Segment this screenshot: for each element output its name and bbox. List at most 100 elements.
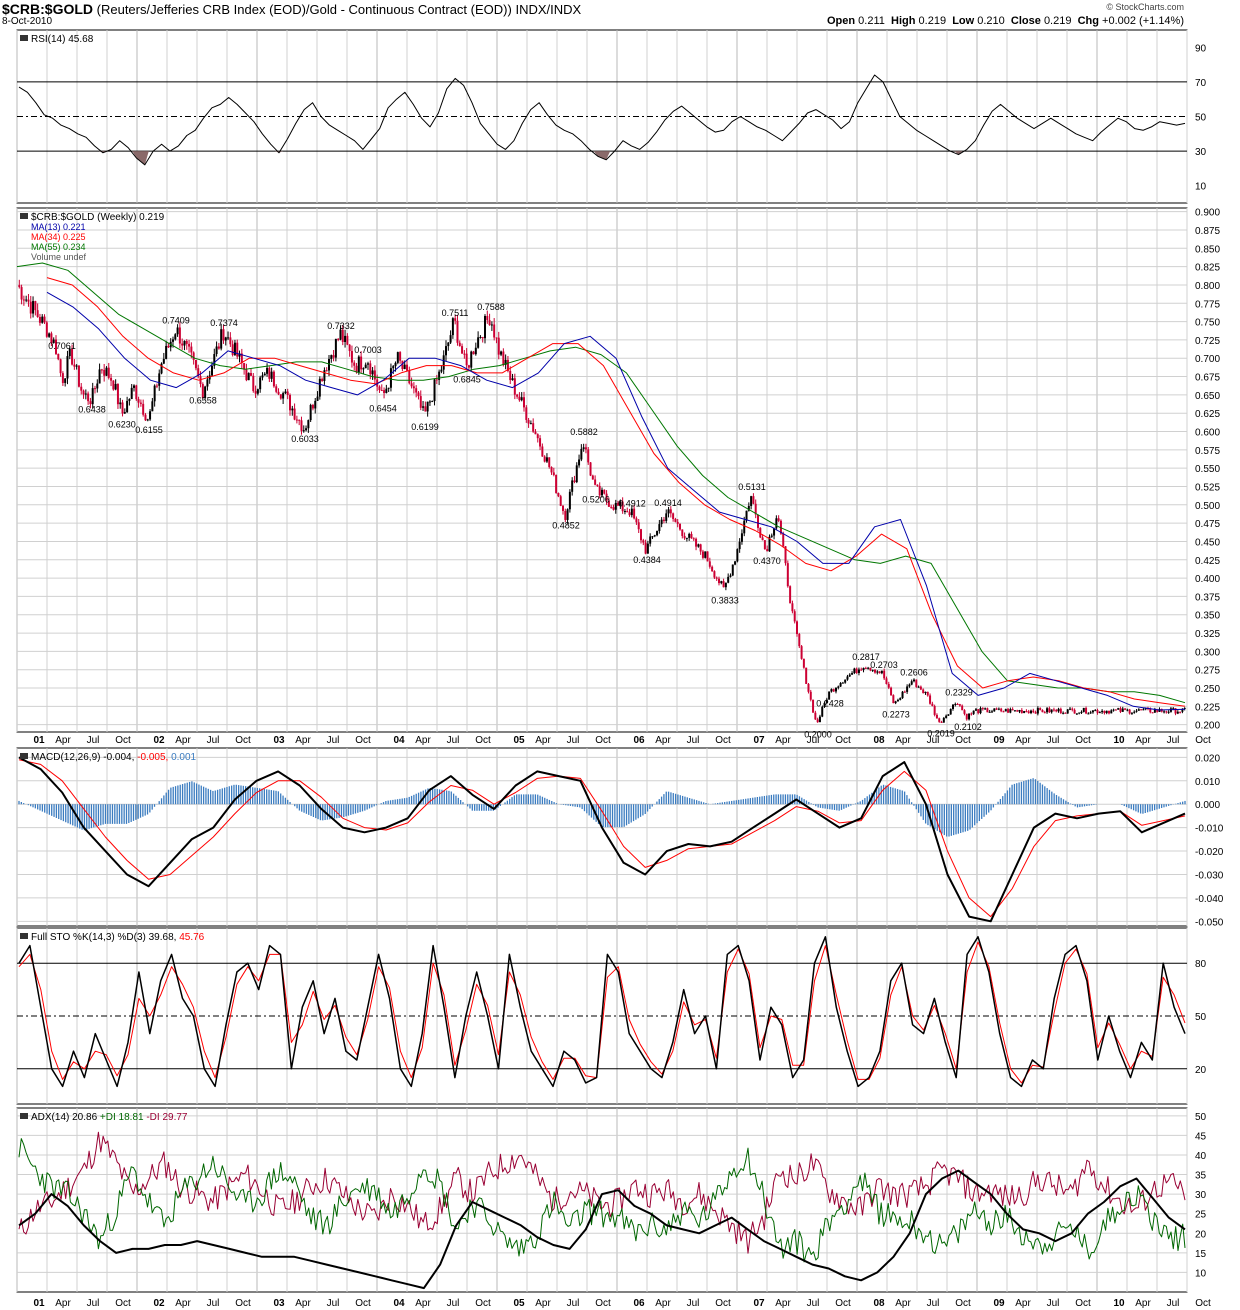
price-body [467,365,470,368]
price-body [566,509,569,520]
price-body [504,359,507,365]
price-body [477,337,480,348]
price-body [1103,710,1106,714]
high-label: High [891,15,916,27]
price-body [89,401,92,405]
x-axis-label: Oct [355,735,371,746]
price-body [706,551,709,562]
price-body [1059,708,1062,714]
price-body [1002,711,1005,713]
legend-item: MACD(12,26,9) -0.004, [31,752,134,763]
price-body [64,378,67,383]
price-body [204,386,207,399]
price-body [176,327,179,335]
y-tick-label: 0.550 [1195,464,1220,475]
price-body [871,669,874,671]
x-axis-label: Jul [1167,1298,1180,1309]
price-body [1020,710,1023,714]
price-body [337,338,340,340]
price-body [490,324,493,326]
price-body [977,709,980,714]
x-axis-label: Apr [535,735,551,746]
price-body [126,400,129,413]
price-annotation: 0.5882 [570,427,598,437]
price-body [194,359,197,369]
price-body [532,423,535,432]
y-tick-label: -0.040 [1195,894,1224,905]
price-body [731,564,734,576]
price-body [291,408,294,411]
macd-signal-line [18,759,1186,918]
price-body [954,703,957,705]
y-tick-label: 40 [1195,1151,1207,1162]
legend-swatch [20,213,28,219]
price-body [662,519,665,521]
price-body [573,480,576,483]
price-body [968,713,971,720]
price-body [1094,710,1097,712]
panel-frame [16,747,1188,927]
price-annotation: 0.6558 [189,396,217,406]
price-body [1156,709,1159,712]
x-axis-label: Jul [1167,735,1180,746]
price-body [158,373,161,386]
price-body [295,419,298,421]
price-body [715,577,718,579]
price-body [45,322,48,337]
price-annotation: 0.2428 [816,698,844,708]
price-body [844,679,847,683]
price-body [610,506,613,508]
price-body [1183,708,1186,710]
price-annotation: 0.2273 [882,710,910,720]
price-body [828,691,831,700]
price-body [763,540,766,550]
price-body [445,346,447,356]
price-annotation: 0.4852 [552,521,580,531]
y-tick-label: 50 [1195,113,1207,124]
x-axis-label: 08 [873,1298,885,1309]
price-body [419,396,422,408]
x-axis-label: 02 [153,1298,165,1309]
price-body [119,402,122,405]
price-body [364,364,367,369]
price-body [784,546,787,564]
legend-swatch [20,35,28,41]
x-axis-label: Oct [475,1298,491,1309]
price-body [878,671,881,674]
price-body [908,684,911,687]
price-body [1055,709,1058,712]
price-body [43,316,46,323]
x-axis-label: Oct [235,1298,251,1309]
x-axis-label: Jul [1047,735,1060,746]
legend-item: -0.005, [134,752,168,763]
price-body [433,379,436,402]
x-axis-label: 06 [633,735,645,746]
price-body [816,719,819,723]
price-body [282,393,285,399]
x-axis-label: Apr [895,1298,911,1309]
price-annotation: 0.6155 [135,425,163,435]
price-body [1066,709,1069,714]
price-body [841,682,844,684]
price-body [802,658,805,668]
price-body [1036,708,1039,714]
price-body [1025,711,1028,713]
price-body [1133,711,1136,713]
price-body [701,551,704,558]
price-body [256,389,259,394]
exchange: INDX/INDX [515,2,582,17]
x-axis-label: 04 [393,735,405,746]
price-body [956,703,959,705]
price-body [621,501,624,512]
price-body [449,335,452,343]
price-body [935,714,938,719]
price-body [910,681,913,685]
ohlc-summary: Open 0.211 High 0.219 Low 0.210 Close 0.… [827,15,1184,27]
price-body [341,329,344,343]
price-body [965,713,968,720]
price-body [607,500,610,507]
x-axis-label: Oct [1075,1298,1091,1309]
price-body [114,383,117,390]
price-body [942,717,945,723]
